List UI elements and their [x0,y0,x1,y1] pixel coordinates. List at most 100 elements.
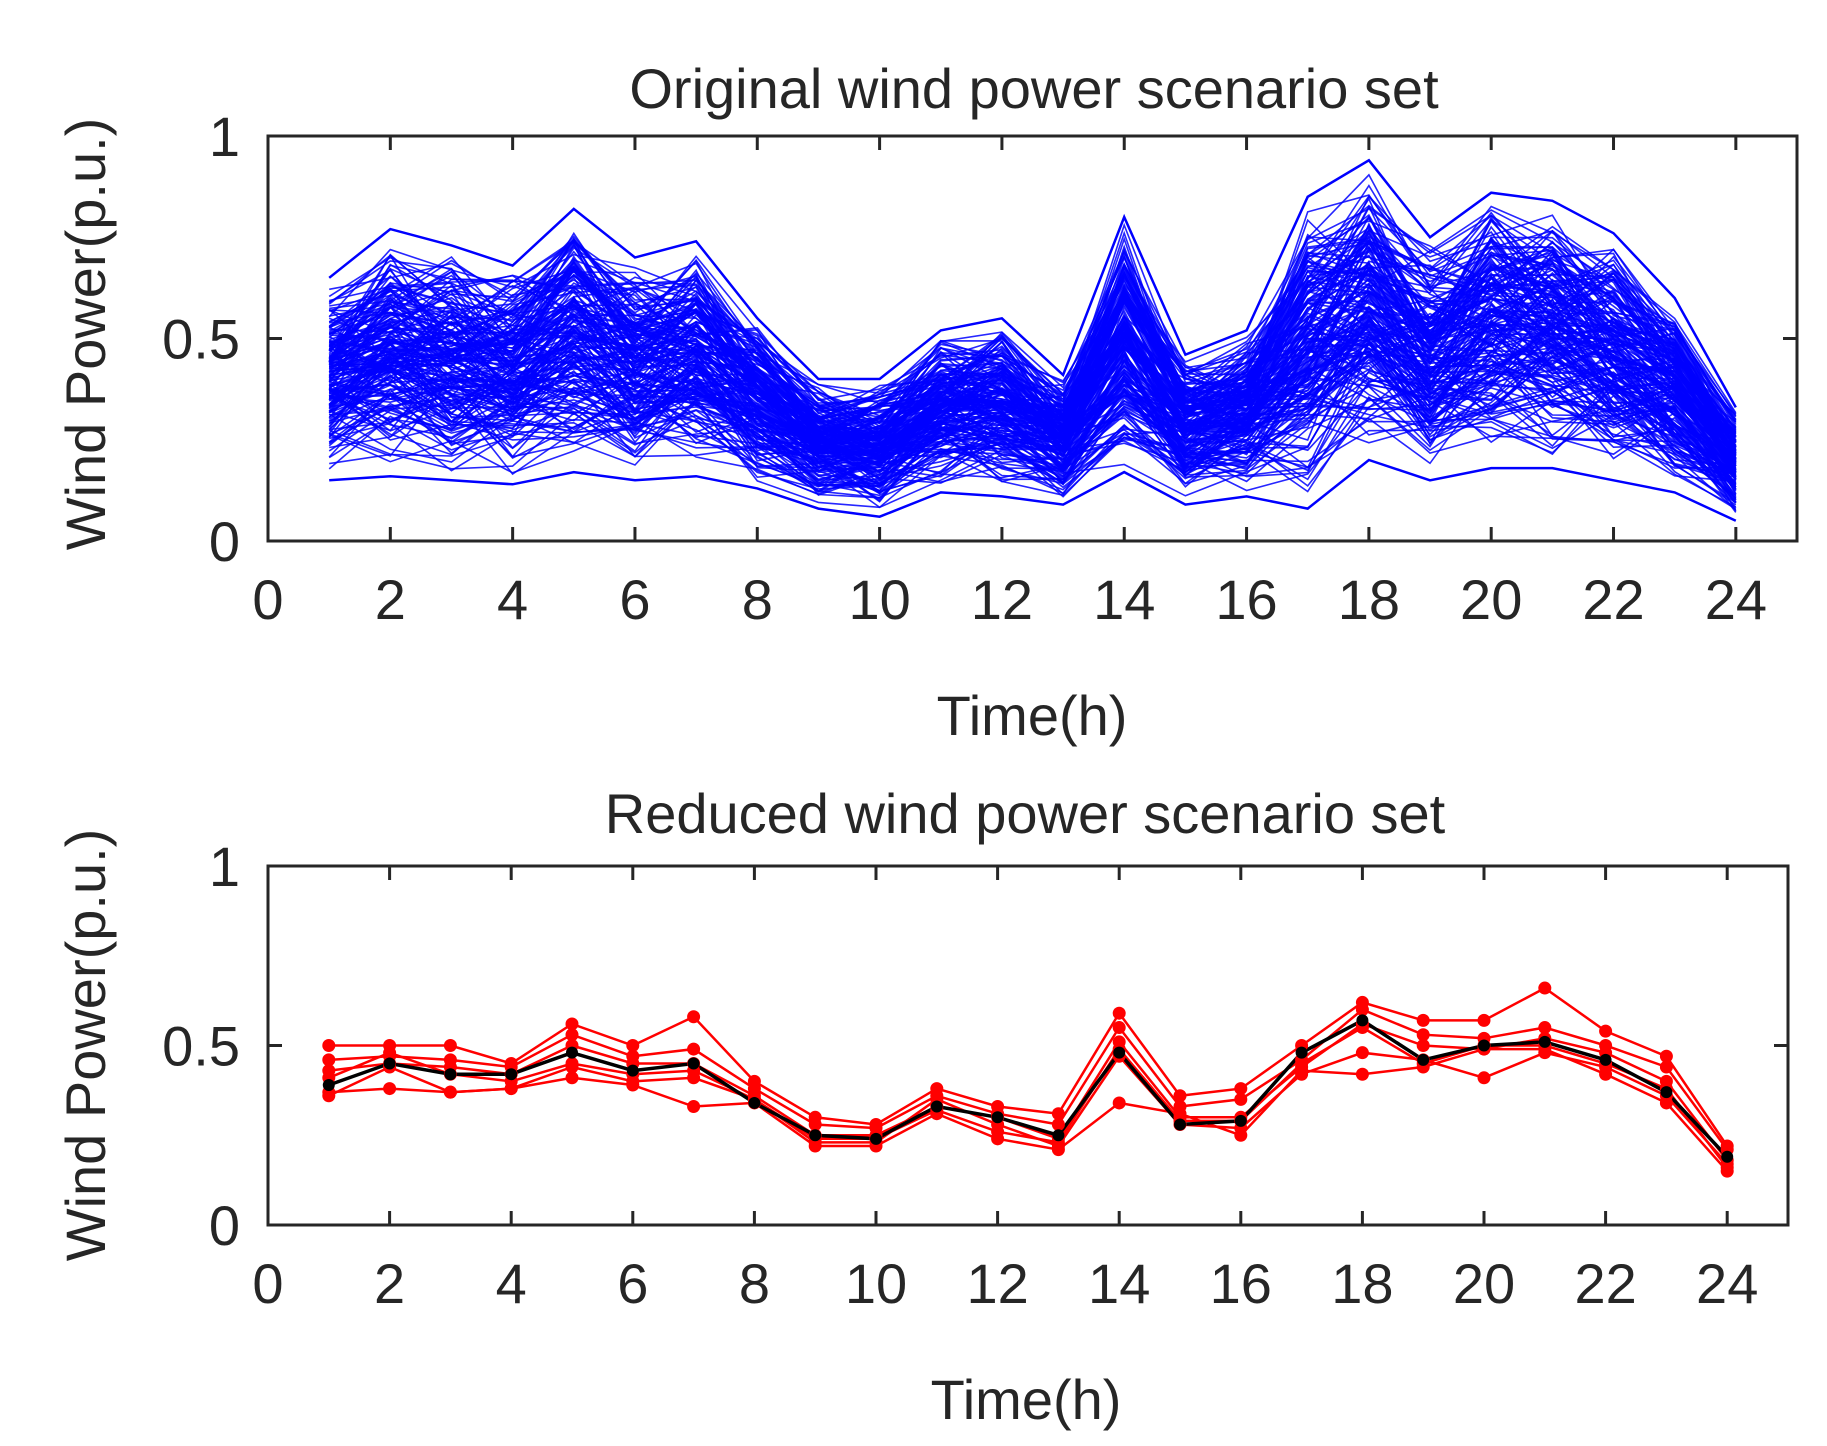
scenario-point [1234,1082,1248,1096]
y-tick-label: 1 [209,835,240,898]
scenario-point [1112,1096,1126,1110]
expected-scenario-point [809,1129,822,1142]
scenario-line [328,214,1737,426]
scenario-point [1659,1049,1673,1063]
scenario-point [1051,1117,1065,1131]
x-tick-label: 4 [497,568,528,631]
x-tick-label: 18 [1331,1252,1393,1315]
y-tick-label: 0.5 [162,308,240,371]
scenario-line [328,207,1737,454]
scenario-point [1051,1107,1065,1121]
scenario-line [328,239,1737,432]
scenario-line [328,267,1737,470]
expected-scenario-point [1356,1014,1369,1027]
expected-scenario-point [566,1046,578,1059]
expected-scenario-point [748,1096,761,1109]
scenario-point [443,1085,457,1099]
x-tick-label: 8 [742,568,773,631]
expected-scenario-point [1234,1114,1247,1127]
scenario-line [328,234,1737,474]
scenario-line [328,1008,1729,1151]
x-tick-label: 0 [252,1252,283,1315]
scenario-point [322,1053,336,1067]
scenario-line [328,372,1737,510]
scenario-point [1720,1161,1734,1175]
expected-scenario-point [1599,1053,1612,1066]
expected-scenario-point [1052,1129,1065,1142]
envelope-line [328,158,1737,409]
scenario-point [383,1082,397,1096]
scenario-point [1295,1056,1309,1070]
scenario-line [328,332,1737,476]
expected-scenario-point [505,1068,518,1081]
x-axis-label: Time(h) [931,1368,1122,1431]
scenario-line [328,194,1737,457]
scenario-point [1477,1013,1491,1027]
x-tick-label: 14 [1088,1252,1150,1315]
scenario-point [1112,1021,1126,1035]
expected-scenario-point [1417,1053,1430,1066]
x-tick-label: 10 [848,568,910,631]
scenario-line [328,306,1737,467]
chart-title: Original wind power scenario set [629,57,1439,120]
scenario-point [504,1082,518,1096]
scenario-line [328,329,1737,488]
scenario-point [808,1117,822,1131]
scenario-line [328,325,1737,462]
expected-scenario-point [444,1068,457,1081]
scenario-line [328,276,1737,447]
scenario-line [328,341,1737,501]
expected-scenario-point [1478,1039,1490,1052]
scenario-point [1416,1028,1430,1042]
scenario-point [1659,1096,1673,1110]
x-tick-label: 20 [1453,1252,1515,1315]
scenario-line [329,310,1737,480]
chart-title: Reduced wind power scenario set [605,782,1446,845]
scenario-line [328,1051,1729,1165]
y-axis-label: Wind Power(p.u.) [54,829,117,1262]
reduced-scenario-chart: Reduced wind power scenario set 0 2 4 6 8 10 1… [54,782,1790,1431]
scenario-point [626,1039,640,1052]
scenario-line [328,359,1737,490]
scenario-line [328,1047,1729,1173]
scenario-point [565,1017,579,1031]
x-tick-label: 12 [966,1252,1028,1315]
scenario-point [687,1100,701,1114]
envelope-line [329,458,1737,522]
scenario-point [1599,1067,1613,1081]
expected-scenario-point [1295,1046,1308,1059]
expected-scenario-point [383,1057,396,1070]
scenario-point [322,1089,336,1103]
expected-scenario-point [1538,1035,1551,1048]
x-tick-label: 24 [1705,568,1767,631]
scenario-point [1538,981,1552,995]
scenario-point [565,1028,579,1042]
x-tick-label: 22 [1582,568,1644,631]
scenario-point [1234,1128,1248,1142]
scenario-line [328,383,1737,493]
scenario-line [328,241,1737,444]
x-tick-label: 22 [1574,1252,1636,1315]
scenario-point [1355,1046,1369,1060]
scenario-point [1416,1013,1430,1027]
expected-scenario-point [1721,1150,1734,1163]
scenario-point [1416,1039,1430,1052]
x-tick-label: 16 [1210,1252,1272,1315]
expected-scenario-point [322,1078,335,1091]
expected-scenario-point [1113,1046,1126,1059]
scenario-point [565,1060,579,1074]
scenario-line [329,260,1737,445]
scenario-line [328,316,1737,499]
scenario-point [1477,1071,1491,1085]
y-tick-label: 0 [209,1194,240,1257]
x-tick-label: 20 [1460,568,1522,631]
scenario-line [328,215,1737,460]
x-tick-label: 6 [619,568,650,631]
scenario-point [565,1071,579,1085]
scenario-point [1173,1089,1187,1103]
scenario-point [1355,1067,1369,1081]
expected-scenario-point [1660,1086,1673,1099]
expected-scenario-point [626,1064,639,1077]
scenario-point [687,1071,701,1085]
